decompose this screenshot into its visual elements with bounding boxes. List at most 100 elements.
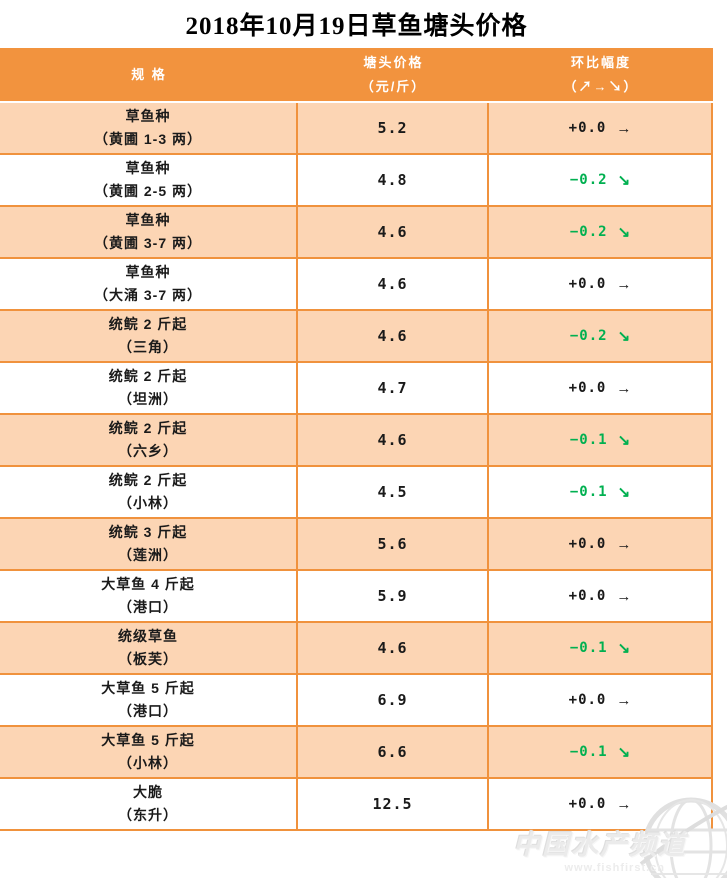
table-row: 草鱼种 （大涌 3-7 两） 4.6 +0.0 → [0,259,713,311]
change-cell: +0.0 → [489,363,713,413]
spec-name: 草鱼种 [125,264,171,280]
spec-cell: 统鲩 2 斤起 （三角） [0,311,298,361]
price-table: 规 格 塘头价格 （元/斤） 环比幅度 （↗→↘） 草鱼种 （黄圃 1-3 两） 5… [0,48,713,831]
table-row: 统鲩 2 斤起 （六乡） 4.6 −0.1 ↘ [0,415,713,467]
trend-flat-arrow-icon: → [616,275,632,293]
header-change-label: 环比幅度 [570,54,631,70]
trend-flat-arrow-icon: → [616,535,632,553]
trend-down-arrow-icon: ↘ [617,484,631,501]
change-value: +0.0 [568,796,607,812]
header-price-unit: （元/斤） [360,78,427,94]
spec-name: 草鱼种 [125,212,171,228]
spec-cell: 统鲩 3 斤起 （莲洲） [0,519,298,569]
table-row: 草鱼种 （黄圃 3-7 两） 4.6 −0.2 ↘ [0,207,713,259]
price-cell: 4.5 [298,467,489,517]
change-cell: −0.2 ↘ [489,207,713,257]
spec-cell: 草鱼种 （黄圃 2-5 两） [0,155,298,205]
header-change-arrows: （↗→↘） [563,78,639,94]
trend-flat-arrow-icon: → [616,119,632,137]
change-value: +0.0 [568,380,607,396]
trend-down-arrow-icon: ↘ [617,328,631,345]
change-cell: −0.1 ↘ [489,623,713,673]
price-cell: 4.6 [298,207,489,257]
change-cell: +0.0 → [489,571,713,621]
spec-cell: 草鱼种 （黄圃 3-7 两） [0,207,298,257]
spec-name: 统鲩 2 斤起 [108,472,188,488]
price-cell: 4.8 [298,155,489,205]
table-row: 统级草鱼 （板芙） 4.6 −0.1 ↘ [0,623,713,675]
spec-name: 统鲩 2 斤起 [108,368,188,384]
spec-location: （黄圃 1-3 两） [93,131,202,147]
spec-location: （港口） [118,599,178,615]
change-cell: −0.2 ↘ [489,311,713,361]
header-spec: 规 格 [0,48,298,101]
spec-name: 草鱼种 [125,160,171,176]
table-row: 大脆 （东升） 12.5 +0.0 → [0,779,713,831]
table-body: 草鱼种 （黄圃 1-3 两） 5.2 +0.0 → 草鱼种 （黄圃 2-5 两） 4.8 −0.… [0,103,713,831]
price-cell: 6.9 [298,675,489,725]
spec-name: 统鲩 3 斤起 [108,524,188,540]
trend-flat-arrow-icon: → [616,691,632,709]
spec-location: （六乡） [118,443,178,459]
trend-down-arrow-icon: ↘ [617,432,631,449]
spec-name: 大草鱼 5 斤起 [101,732,195,748]
change-value: −0.1 [569,640,608,656]
spec-location: （莲洲） [118,547,178,563]
change-value: −0.2 [569,328,608,344]
price-cell: 12.5 [298,779,489,829]
header-change: 环比幅度 （↗→↘） [489,48,713,101]
spec-location: （黄圃 3-7 两） [93,235,202,251]
spec-location: （港口） [118,703,178,719]
trend-flat-arrow-icon: → [616,379,632,397]
spec-name: 统鲩 2 斤起 [108,420,188,436]
change-value: −0.2 [569,172,608,188]
change-cell: −0.1 ↘ [489,415,713,465]
change-cell: +0.0 → [489,675,713,725]
table-row: 草鱼种 （黄圃 2-5 两） 4.8 −0.2 ↘ [0,155,713,207]
spec-location: （大涌 3-7 两） [93,287,202,303]
watermark-brand: 中国水产频道 [513,830,687,860]
change-cell: +0.0 → [489,259,713,309]
price-cell: 4.6 [298,259,489,309]
spec-cell: 大草鱼 5 斤起 （港口） [0,675,298,725]
spec-location: （三角） [118,339,178,355]
spec-cell: 大草鱼 5 斤起 （小林） [0,727,298,777]
table-row: 大草鱼 5 斤起 （小林） 6.6 −0.1 ↘ [0,727,713,779]
spec-cell: 草鱼种 （大涌 3-7 两） [0,259,298,309]
spec-name: 大脆 [133,784,163,800]
spec-name: 大草鱼 4 斤起 [101,576,195,592]
trend-flat-arrow-icon: → [616,795,632,813]
spec-name: 统鲩 2 斤起 [108,316,188,332]
table-row: 大草鱼 4 斤起 （港口） 5.9 +0.0 → [0,571,713,623]
trend-down-arrow-icon: ↘ [617,172,631,189]
change-value: +0.0 [568,536,607,552]
spec-name: 大草鱼 5 斤起 [101,680,195,696]
header-price: 塘头价格 （元/斤） [298,48,489,101]
page-title: 2018年10月19日草鱼塘头价格 [185,13,528,40]
header-price-label: 塘头价格 [363,54,424,70]
price-cell: 4.6 [298,311,489,361]
spec-cell: 统级草鱼 （板芙） [0,623,298,673]
change-value: +0.0 [568,276,607,292]
spec-cell: 统鲩 2 斤起 （六乡） [0,415,298,465]
trend-down-arrow-icon: ↘ [617,224,631,241]
change-cell: −0.1 ↘ [489,467,713,517]
header-spec-label: 规 格 [131,66,167,82]
change-cell: +0.0 → [489,103,713,153]
spec-name: 统级草鱼 [118,628,178,644]
change-cell: +0.0 → [489,519,713,569]
spec-cell: 统鲩 2 斤起 （坦洲） [0,363,298,413]
spec-cell: 草鱼种 （黄圃 1-3 两） [0,103,298,153]
table-row: 统鲩 2 斤起 （小林） 4.5 −0.1 ↘ [0,467,713,519]
table-row: 统鲩 2 斤起 （坦洲） 4.7 +0.0 → [0,363,713,415]
spec-cell: 统鲩 2 斤起 （小林） [0,467,298,517]
spec-location: （小林） [118,755,178,771]
spec-name: 草鱼种 [125,108,171,124]
spec-location: （小林） [118,495,178,511]
price-cell: 5.9 [298,571,489,621]
spec-cell: 大草鱼 4 斤起 （港口） [0,571,298,621]
spec-location: （坦洲） [118,391,178,407]
price-cell: 5.6 [298,519,489,569]
spec-cell: 大脆 （东升） [0,779,298,829]
